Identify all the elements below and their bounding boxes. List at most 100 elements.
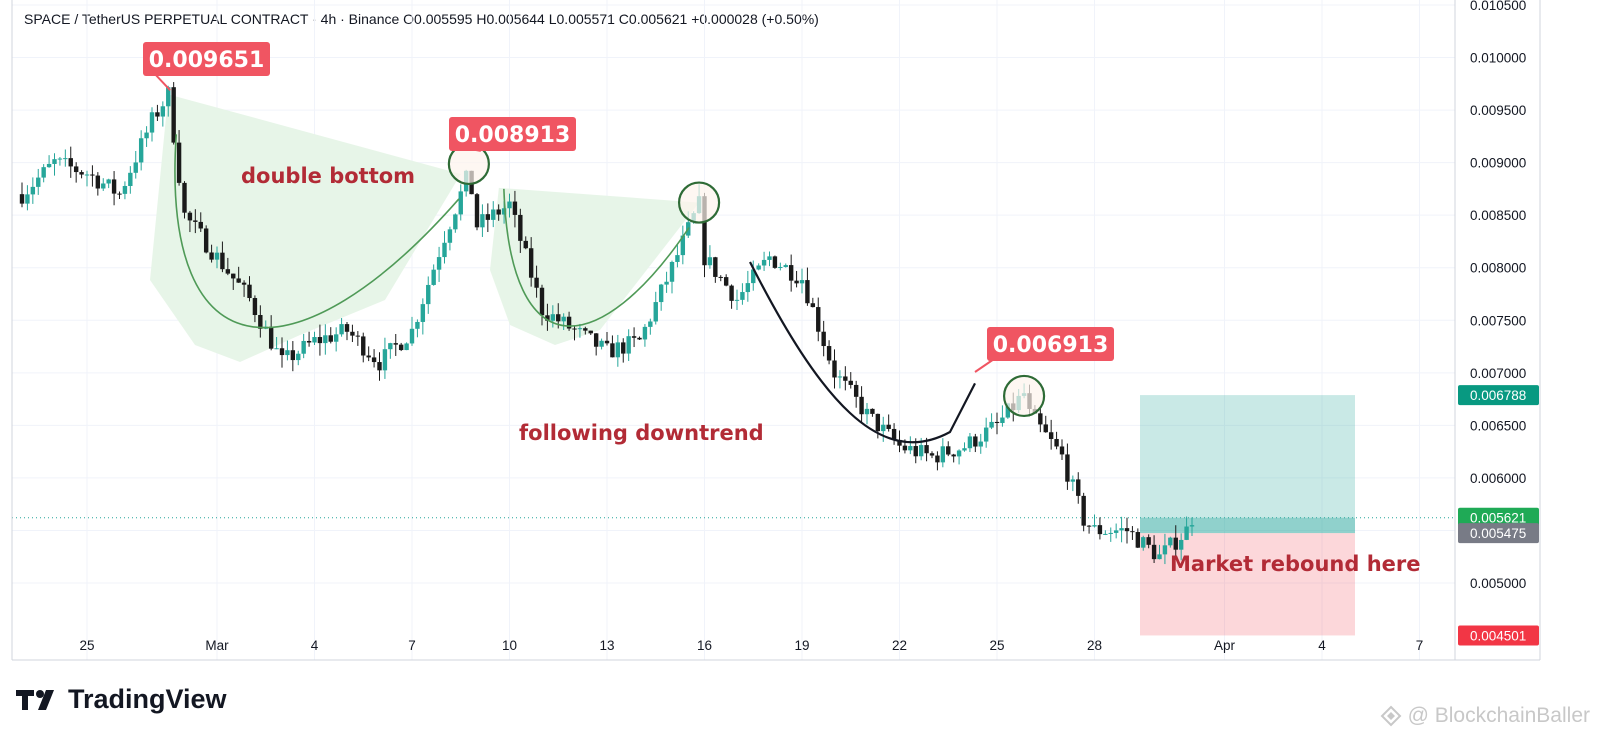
candle-body [84, 174, 90, 176]
candle-body [756, 265, 761, 270]
candle-body [729, 285, 734, 301]
candle-body [908, 446, 913, 451]
candle-body [1189, 525, 1195, 527]
time-tick-label: Mar [205, 638, 229, 653]
rebound-label: Market rebound here [1170, 552, 1421, 576]
candle-body [561, 316, 566, 322]
candle-body [940, 446, 946, 463]
candle-body [599, 340, 604, 347]
candle-body [36, 177, 41, 187]
candle-body [46, 163, 52, 168]
candle-body [983, 427, 989, 442]
candle-body [653, 302, 658, 322]
candle-body [193, 220, 198, 222]
candle-body [279, 348, 285, 356]
candle-body [794, 280, 799, 284]
candle-body [1065, 454, 1070, 482]
price-tick-label: 0.008500 [1470, 208, 1526, 223]
candle-body [415, 321, 420, 329]
candle-body [312, 337, 317, 343]
candle-body [344, 324, 350, 332]
candle-body [323, 335, 328, 344]
candle-body [426, 284, 431, 305]
price-callout-label: 0.009651 [149, 48, 265, 73]
time-tick-label: 19 [794, 638, 809, 653]
candle-body [1157, 554, 1162, 560]
candle-body [610, 343, 615, 358]
current-zone [1140, 517, 1355, 534]
candle-body [474, 194, 480, 228]
candle-body [68, 158, 73, 167]
candle-body [577, 328, 583, 330]
downtrend-curve [749, 261, 976, 444]
candle-body [859, 396, 864, 415]
candle-body [870, 408, 875, 414]
candle-body [409, 328, 415, 344]
candle-body [816, 307, 821, 332]
candle-body [220, 252, 225, 270]
candle-body [832, 360, 837, 378]
candle-body [837, 376, 843, 378]
chart-header: SPACE / TetherUS PERPETUAL CONTRACT · 4h… [24, 11, 819, 27]
candle-body [566, 316, 572, 329]
candle-body [79, 172, 84, 175]
candle-body [252, 298, 258, 316]
candle-body [745, 283, 751, 293]
candle-body [30, 186, 36, 195]
candle-body [366, 355, 371, 358]
price-badge-label: 0.005475 [1470, 526, 1526, 541]
candle-body [171, 87, 176, 143]
candle-body [377, 362, 382, 371]
candle-body [929, 453, 935, 456]
candle-body [702, 196, 707, 266]
candle-body [258, 315, 263, 329]
candle-body [973, 436, 978, 447]
candle-body [523, 240, 528, 249]
candle-body [442, 242, 447, 258]
candle-body [528, 248, 534, 278]
candle-body [52, 159, 57, 164]
candle-body [967, 436, 973, 449]
candle-body [1086, 525, 1092, 527]
price-tick-label: 0.010500 [1470, 0, 1526, 13]
candle-body [556, 314, 561, 322]
candle-body [328, 335, 333, 342]
watermark-text: @ BlockchainBaller [1407, 704, 1590, 727]
candle-body [875, 413, 881, 432]
candle-body [545, 315, 550, 321]
candle-body [637, 337, 642, 340]
price-tick-label: 0.010000 [1470, 51, 1526, 66]
candle-body [182, 182, 187, 213]
candle-body [268, 326, 274, 349]
candle-body [886, 424, 891, 429]
candle-body [707, 257, 713, 266]
candle-body [1005, 403, 1011, 418]
candle-body [891, 428, 897, 440]
price-badge-label: 0.006788 [1470, 388, 1526, 403]
candle-body [1070, 479, 1076, 482]
time-tick-label: 7 [408, 638, 416, 653]
candle-body [301, 340, 306, 354]
price-badge [1458, 523, 1539, 544]
candle-body [339, 324, 344, 335]
candle-body [317, 337, 323, 344]
candle-body [1113, 530, 1119, 533]
candle-body [176, 142, 182, 183]
candle-body [231, 273, 236, 279]
time-tick-label: 4 [311, 638, 319, 653]
candle-body [848, 380, 853, 385]
candle-body [956, 450, 962, 457]
candle-body [57, 158, 63, 160]
candle-body [90, 174, 95, 176]
candle-body [19, 194, 25, 204]
candle-body [593, 333, 599, 347]
price-tick-label: 0.009000 [1470, 156, 1526, 171]
candle-body [106, 179, 111, 184]
tradingview-logo[interactable]: TradingView [16, 684, 227, 715]
candle-body [41, 167, 46, 178]
candle-body [296, 353, 301, 361]
candle-body [1184, 526, 1189, 540]
candle-body [225, 269, 231, 274]
candle-body [512, 201, 518, 215]
